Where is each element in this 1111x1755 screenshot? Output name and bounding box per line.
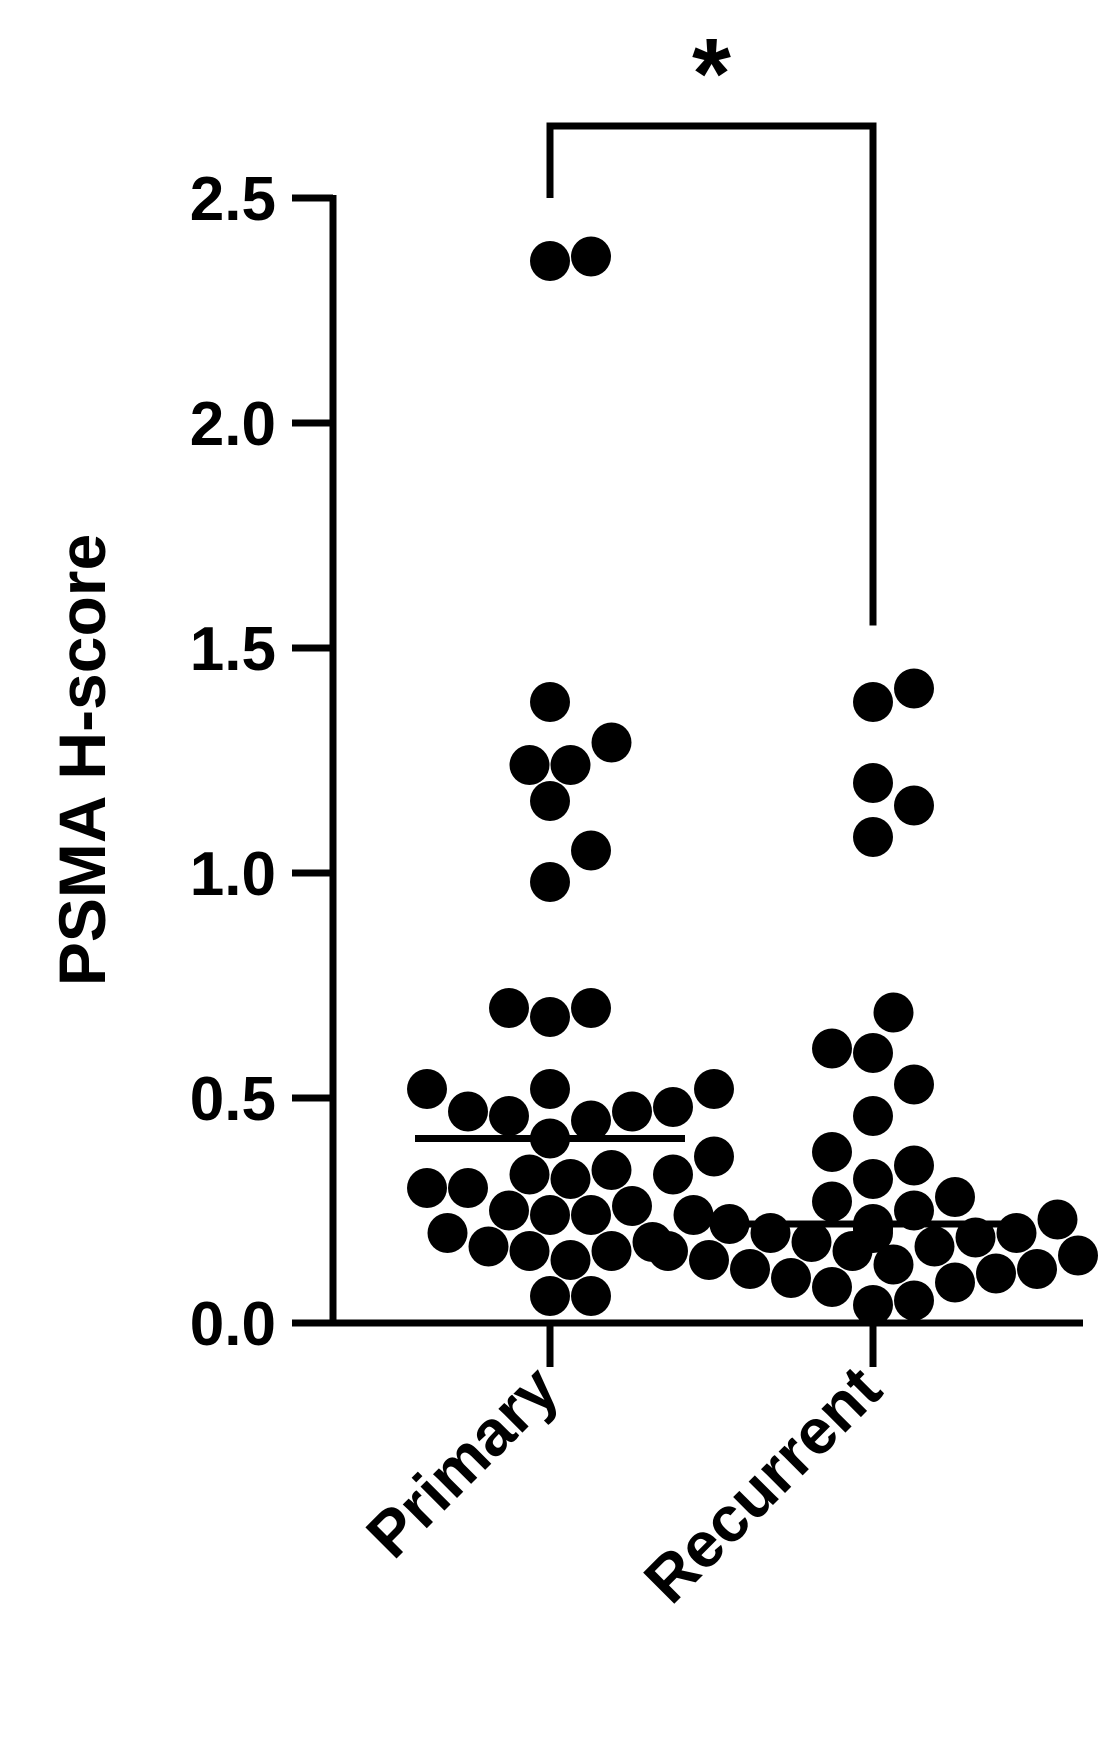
- data-point: [689, 1240, 729, 1280]
- data-point: [873, 1244, 914, 1285]
- data-point: [996, 1213, 1037, 1253]
- data-point: [935, 1177, 975, 1217]
- data-point: [976, 1253, 1016, 1294]
- data-point: [894, 1064, 934, 1105]
- y-tick-label: 1.0: [190, 840, 276, 909]
- data-point: [812, 1132, 852, 1172]
- data-point: [791, 1222, 832, 1262]
- data-point: [571, 1100, 611, 1141]
- data-point: [530, 781, 570, 821]
- axes: [292, 195, 1083, 1327]
- data-point: [730, 1249, 770, 1289]
- data-point: [591, 1150, 632, 1190]
- data-point: [530, 241, 570, 281]
- data-point: [612, 1091, 652, 1132]
- data-point: [468, 1226, 509, 1267]
- data-point: [653, 1154, 693, 1195]
- data-point: [571, 988, 611, 1028]
- data-point: [509, 1154, 550, 1195]
- data-point: [653, 1087, 693, 1127]
- data-point: [853, 763, 893, 803]
- y-tick-label: 2.0: [190, 390, 276, 459]
- data-point: [550, 745, 591, 785]
- data-point: [530, 997, 570, 1037]
- data-point: [1058, 1235, 1098, 1276]
- data-point: [894, 668, 934, 709]
- data-point: [914, 1226, 955, 1267]
- data-point: [530, 682, 570, 722]
- y-tick-label: 0.5: [190, 1065, 276, 1134]
- data-point: [853, 817, 893, 857]
- data-point: [648, 1231, 688, 1271]
- data-point: [571, 1276, 611, 1316]
- data-point: [853, 1159, 893, 1199]
- data-point: [894, 1145, 934, 1186]
- data-point: [591, 1231, 632, 1271]
- data-point: [591, 722, 632, 763]
- data-point: [853, 682, 893, 722]
- y-ticks: 0.0 0.5 1.0 1.5 2.0 2.5: [190, 165, 333, 1359]
- data-point: [571, 1195, 611, 1235]
- data-point: [530, 862, 570, 902]
- data-point: [853, 1033, 893, 1073]
- data-point: [673, 1195, 714, 1235]
- data-point: [427, 1213, 468, 1253]
- data-point: [489, 988, 529, 1028]
- data-point: [571, 830, 611, 871]
- data-point: [509, 1231, 550, 1271]
- data-point: [571, 236, 611, 277]
- significance-bracket: *: [546, 18, 877, 626]
- x-ticks: Primary Recurrent: [352, 1323, 895, 1617]
- y-tick-label: 2.5: [190, 165, 276, 234]
- data-point: [771, 1258, 811, 1298]
- y-axis-title: PSMA H-score: [45, 534, 119, 986]
- data-points: [407, 236, 1098, 1325]
- data-point: [509, 745, 550, 785]
- data-point: [812, 1181, 852, 1222]
- data-point: [1017, 1249, 1057, 1289]
- y-tick-label: 1.5: [190, 615, 276, 684]
- median-lines: [415, 1135, 1013, 1228]
- data-point: [550, 1240, 591, 1280]
- data-point: [550, 1159, 591, 1199]
- data-point: [530, 1069, 570, 1109]
- data-point: [694, 1069, 734, 1109]
- x-tick-label: Recurrent: [630, 1352, 895, 1617]
- significance-asterisk: *: [692, 18, 731, 130]
- data-point: [448, 1091, 488, 1132]
- data-point: [407, 1168, 447, 1208]
- data-point: [448, 1168, 488, 1208]
- data-point: [1037, 1199, 1078, 1240]
- data-point: [812, 1267, 852, 1307]
- data-point: [709, 1204, 750, 1244]
- data-point: [530, 1276, 570, 1316]
- x-tick-label: Primary: [352, 1352, 572, 1572]
- data-point: [853, 1285, 893, 1325]
- data-point: [894, 1280, 934, 1321]
- data-point: [853, 1096, 893, 1136]
- y-tick-label: 0.0: [190, 1290, 276, 1359]
- data-point: [694, 1136, 734, 1177]
- data-point: [873, 992, 914, 1033]
- significance-bracket-line: [546, 122, 877, 626]
- data-point: [750, 1213, 791, 1253]
- data-point: [935, 1262, 975, 1303]
- data-point: [489, 1190, 529, 1231]
- data-point: [894, 785, 934, 826]
- data-point: [530, 1195, 570, 1235]
- data-point: [612, 1186, 652, 1226]
- data-point: [489, 1096, 529, 1136]
- data-point: [407, 1069, 447, 1109]
- data-point: [812, 1028, 852, 1069]
